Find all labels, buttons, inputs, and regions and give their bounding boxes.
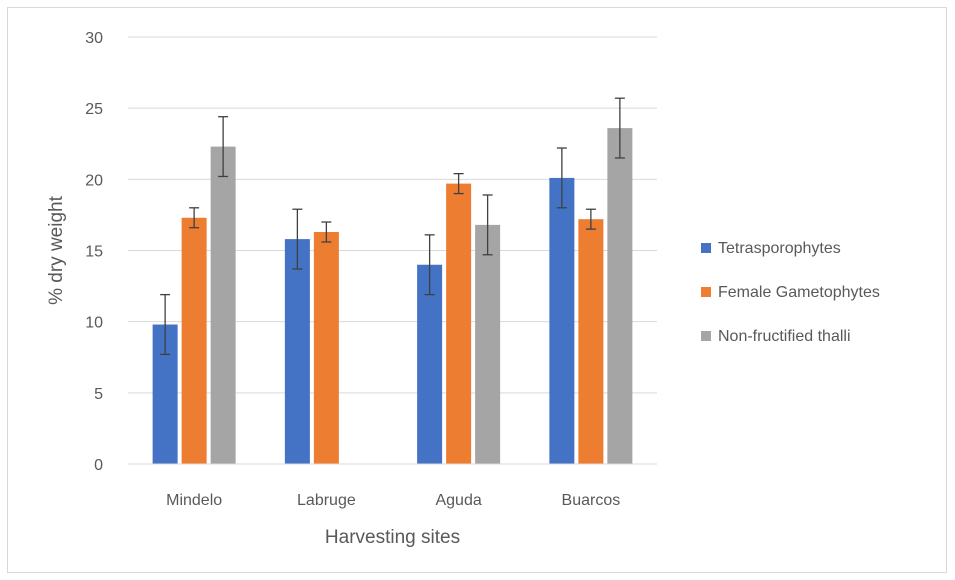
x-axis-ticks: Mindelo Labruge Aguda Buarcos xyxy=(166,492,620,509)
legend: Tetrasporophytes Female Gametophytes Non-f… xyxy=(701,240,880,345)
y-tick-label: 10 xyxy=(85,315,103,332)
legend-label: Non-fructified thalli xyxy=(718,328,851,345)
y-tick-label: 25 xyxy=(85,101,103,118)
bar xyxy=(578,219,604,464)
x-tick-label: Mindelo xyxy=(166,492,222,509)
y-axis-title: % dry weight xyxy=(46,195,67,304)
bar xyxy=(284,239,310,464)
gridlines xyxy=(128,36,657,394)
y-tick-label: 30 xyxy=(85,30,103,47)
x-tick-label: Aguda xyxy=(435,492,481,509)
x-tick-label: Buarcos xyxy=(562,492,621,509)
bar xyxy=(607,128,633,465)
y-tick-label: 5 xyxy=(94,386,103,403)
legend-label: Tetrasporophytes xyxy=(718,240,841,257)
bars xyxy=(152,128,633,465)
bar xyxy=(475,224,501,464)
y-tick-label: 20 xyxy=(85,172,103,189)
legend-swatch xyxy=(701,287,711,297)
legend-swatch xyxy=(701,243,711,253)
bar xyxy=(181,217,207,464)
bar xyxy=(446,183,472,464)
y-tick-label: 0 xyxy=(94,457,103,474)
legend-swatch xyxy=(701,331,711,341)
bar xyxy=(313,231,339,464)
y-axis-ticks: 0 5 10 15 20 25 30 xyxy=(85,30,103,474)
bar xyxy=(417,264,443,464)
bar xyxy=(549,177,575,464)
x-tick-label: Labruge xyxy=(297,492,356,509)
error-bars xyxy=(160,97,625,356)
x-axis-title: Harvesting sites xyxy=(325,527,460,548)
legend-label: Female Gametophytes xyxy=(718,284,880,301)
bar xyxy=(210,146,236,464)
y-tick-label: 15 xyxy=(85,244,103,261)
